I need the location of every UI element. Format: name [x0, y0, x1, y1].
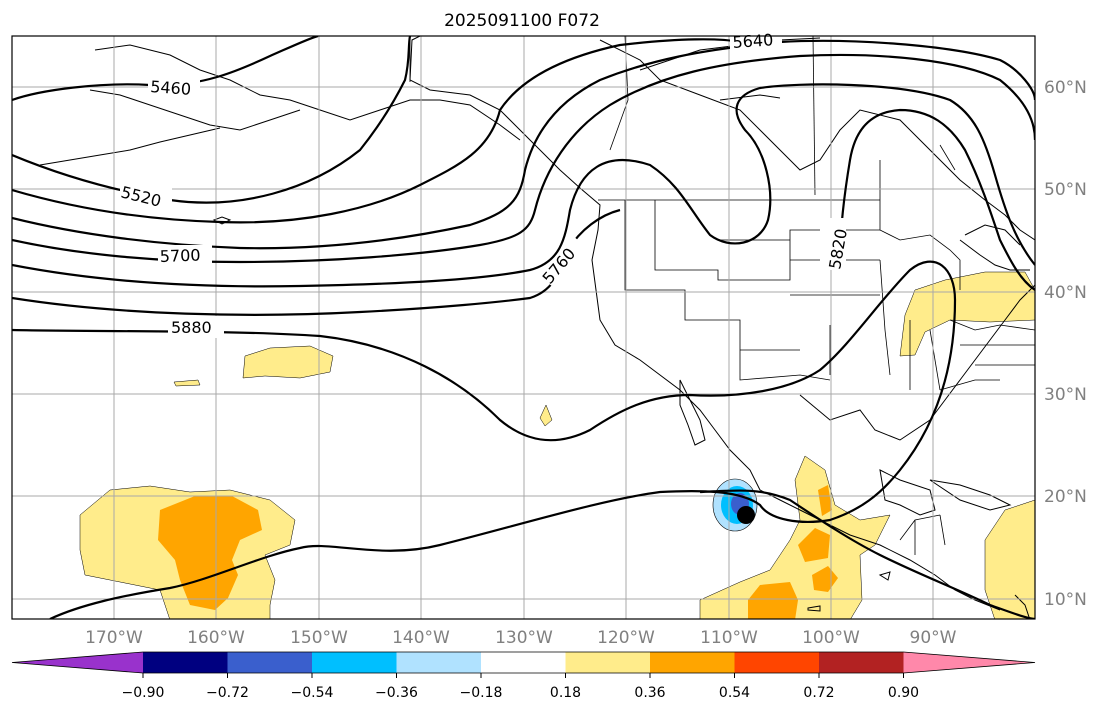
shade-region-west-pacific-core: [158, 496, 262, 610]
lon-label-170w: 170°W: [85, 628, 143, 648]
colorbar-segment: [143, 652, 228, 673]
shade-region-east-pacific: [699, 455, 891, 619]
contour-label-5880: 5880: [171, 318, 212, 337]
colorbar-tick-label: −0.72: [206, 685, 249, 701]
colorbar-segment: [734, 652, 820, 673]
lat-label-30n: 30°N: [1044, 385, 1087, 405]
contour-5760: [12, 83, 1035, 288]
lat-label-50n: 50°N: [1044, 180, 1087, 200]
colorbar-segment: [227, 652, 313, 673]
colorbar-tick-label: 0.72: [803, 685, 834, 701]
lat-label-20n: 20°N: [1044, 487, 1087, 507]
gridlines: [12, 36, 1035, 619]
colorbar-tick-label: −0.90: [122, 685, 165, 701]
contour-5520-a: [12, 36, 412, 204]
colorbar-segment: [819, 652, 904, 673]
colorbar-tick-label: 0.54: [719, 685, 750, 701]
shade-patch-small-1: [173, 379, 201, 387]
lon-label-120w: 120°W: [597, 628, 655, 648]
colorbar-tick-label: 0.18: [550, 685, 581, 701]
shade-region-east-pacific-core: [748, 582, 798, 619]
shade-region-east-pacific-core-2: [798, 528, 830, 562]
colorbar-segment: [481, 652, 566, 673]
lon-label-130w: 130°W: [495, 628, 553, 648]
colorbar: −0.90 −0.72 −0.54 −0.36 −0.18 0.18 0.36 0.54 0.7…: [11, 651, 1036, 701]
colorbar-extend-high: [903, 652, 1035, 673]
shade-patch-central-pacific: [242, 345, 334, 379]
anomaly-shading: [79, 271, 1035, 619]
contour-5640: [12, 39, 1035, 250]
latitude-labels: 60°N 50°N 40°N 30°N 20°N 10°N: [1044, 78, 1087, 610]
longitude-labels: 170°W 160°W 150°W 140°W 130°W 120°W 110°…: [85, 628, 957, 648]
shade-region-us-east: [899, 271, 1035, 357]
lon-label-90w: 90°W: [910, 628, 957, 648]
lon-label-150w: 150°W: [290, 628, 348, 648]
lon-label-110w: 110°W: [700, 628, 758, 648]
colorbar-segment: [312, 652, 397, 673]
map-title: 2025091100 F072: [444, 11, 600, 31]
colorbar-tick-label: −0.54: [291, 685, 334, 701]
map-frame: [11, 35, 1036, 620]
shade-patch-small-2: [539, 404, 553, 427]
colorbar-tick-label: 0.36: [634, 685, 665, 701]
shade-region-caribbean: [984, 499, 1035, 619]
coastlines: [39, 36, 1035, 619]
contour-5880-south: [699, 489, 1035, 619]
shade-region-east-pacific-core-4: [818, 485, 832, 516]
lon-label-140w: 140°W: [392, 628, 450, 648]
colorbar-tick-label: −0.18: [460, 685, 503, 701]
contour-5580: [12, 38, 741, 224]
contour-5700: [12, 53, 1035, 264]
colorbar-segment: [565, 652, 651, 673]
colorbar-tick-label: −0.36: [375, 685, 418, 701]
colorbar-extend-low: [12, 652, 143, 673]
colorbar-segment: [650, 652, 735, 673]
contour-label-5640: 5640: [732, 30, 774, 52]
lat-label-40n: 40°N: [1044, 283, 1087, 303]
contour-label-5460: 5460: [150, 77, 192, 99]
storm-center-marker: [737, 506, 755, 524]
lat-label-60n: 60°N: [1044, 78, 1087, 98]
colorbar-tick-label: 0.90: [888, 685, 919, 701]
contour-label-5700: 5700: [159, 246, 200, 266]
lat-label-10n: 10°N: [1044, 590, 1087, 610]
contour-5880: [12, 260, 957, 619]
height-contours: [12, 36, 1035, 619]
lon-label-100w: 100°W: [802, 628, 860, 648]
lon-label-160w: 160°W: [187, 628, 245, 648]
colorbar-segment: [396, 652, 482, 673]
